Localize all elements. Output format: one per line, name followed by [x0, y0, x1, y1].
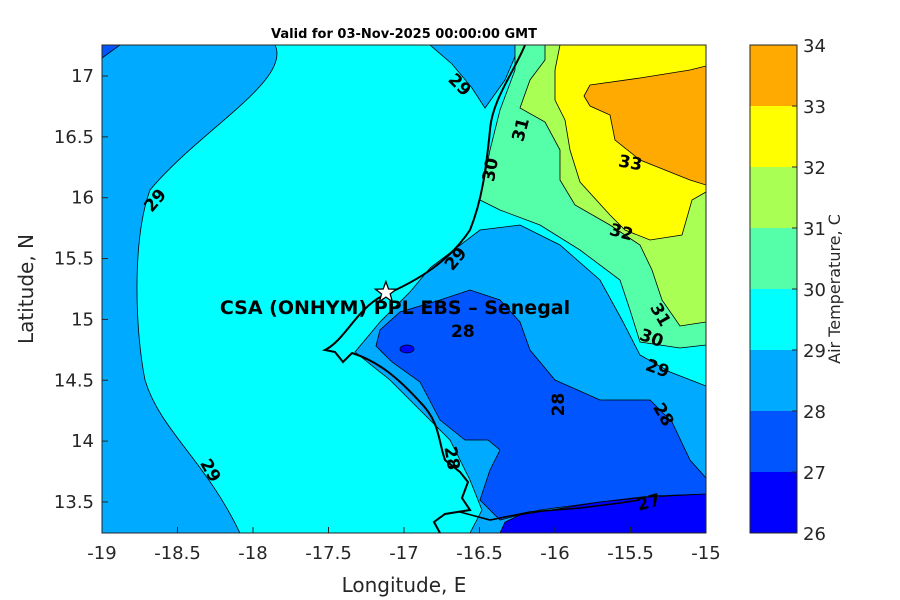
- chart-title: Valid for 03-Nov-2025 00:00:00 GMT: [271, 27, 537, 42]
- colorbar-tick-label: 28: [803, 402, 826, 423]
- x-tick-label: -16.5: [456, 543, 503, 564]
- region-26-spot: [399, 344, 415, 354]
- y-tick-label: 16.5: [54, 127, 94, 148]
- colorbar-tick-label: 31: [803, 219, 826, 240]
- region-28-north: [429, 45, 521, 109]
- x-tick-label: -15: [691, 543, 720, 564]
- y-axis-label: Latitude, N: [14, 234, 38, 344]
- x-tick-label: -17: [389, 543, 418, 564]
- x-tick-label: -18.5: [154, 543, 201, 564]
- colorbar: 26 27 28 29 30 31 32 33 34: [749, 36, 826, 545]
- region-27: [375, 289, 706, 521]
- colorbar-tick-label: 26: [803, 524, 826, 545]
- region-33: [583, 65, 706, 186]
- colorbar-band: [750, 228, 797, 289]
- contour-label: 33: [617, 151, 644, 175]
- colorbar-band: [750, 167, 797, 228]
- colorbar-tick-label: 30: [803, 280, 826, 301]
- x-tick-label: -19: [87, 543, 116, 564]
- colorbar-label: Air Temperature, C: [825, 214, 844, 364]
- colorbar-tick-label: 34: [803, 36, 826, 57]
- y-axis: 13.5 14 14.5 15 15.5 16 16.5 17: [54, 66, 108, 513]
- star-icon: [373, 279, 399, 304]
- colorbar-band: [750, 106, 797, 167]
- colorbar-band: [750, 350, 797, 411]
- x-tick-label: -18: [238, 543, 267, 564]
- colorbar-band: [750, 45, 797, 106]
- y-tick-label: 17: [71, 66, 94, 87]
- region-26: [499, 493, 706, 533]
- contour-label: 28: [451, 322, 475, 342]
- station-label: CSA (ONHYM) PPL EBS – Senegal: [220, 297, 570, 319]
- contour-label: 28: [549, 393, 569, 417]
- colorbar-band: [750, 472, 797, 533]
- x-tick-label: -16: [540, 543, 569, 564]
- colorbar-tick-label: 27: [803, 463, 826, 484]
- plot-area: [102, 45, 706, 533]
- x-tick-label: -15.5: [607, 543, 654, 564]
- y-tick-label: 14: [71, 431, 94, 452]
- y-tick-label: 14.5: [54, 370, 94, 391]
- colorbar-band: [750, 411, 797, 472]
- y-tick-label: 13.5: [54, 492, 94, 513]
- contour-label: 28: [439, 445, 463, 472]
- contour-label: 30: [479, 156, 503, 183]
- coastline: [321, 45, 526, 533]
- colorbar-tick-label: 32: [803, 158, 826, 179]
- river-coast: [459, 499, 641, 521]
- colorbar-tick-label: 29: [803, 341, 826, 362]
- x-tick-label: -17.5: [305, 543, 352, 564]
- x-axis-label: Longitude, E: [342, 573, 467, 597]
- colorbar-tick-label: 33: [803, 97, 826, 118]
- colorbar-band: [750, 289, 797, 350]
- y-tick-label: 15.5: [54, 249, 94, 270]
- region-27-corner: [102, 45, 121, 59]
- station-marker: CSA (ONHYM) PPL EBS – Senegal: [220, 279, 570, 319]
- x-axis: -19 -18.5 -18 -17.5 -17 -16.5 -16 -15.5 -15: [87, 527, 721, 564]
- y-tick-label: 15: [71, 309, 94, 330]
- y-tick-label: 16: [71, 188, 94, 209]
